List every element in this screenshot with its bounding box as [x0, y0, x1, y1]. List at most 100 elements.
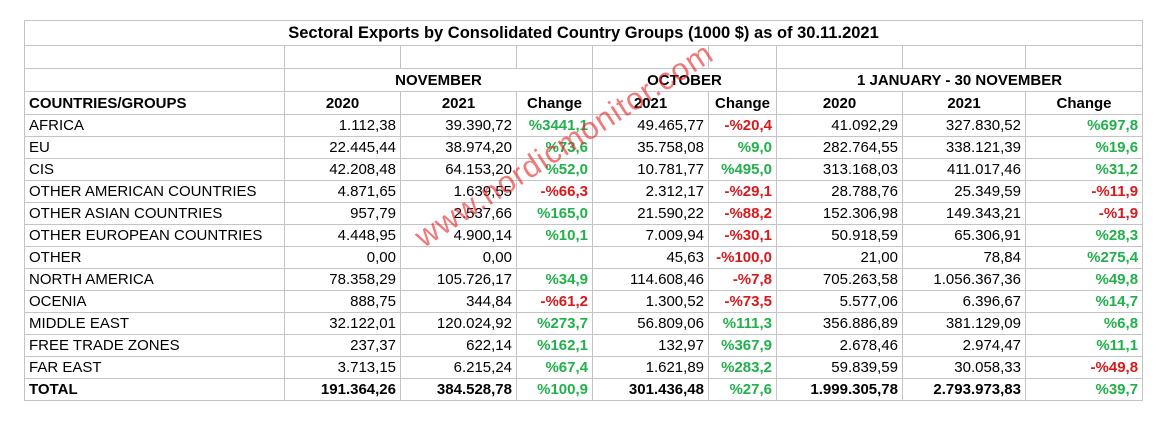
nov-2020-value: 32.122,01	[284, 312, 401, 335]
ytd-2021-value: 78,84	[902, 246, 1026, 269]
ytd-2021-value: 149.343,21	[902, 202, 1026, 225]
nov-change-value: %10,1	[516, 224, 593, 247]
nov-2020-value: 0,00	[284, 246, 401, 269]
oct-2021-value: 7.009,94	[592, 224, 709, 247]
oct-change-value: %27,6	[708, 378, 777, 401]
empty-cell	[902, 45, 1026, 69]
oct-change-value: %9,0	[708, 136, 777, 159]
country-name: OCENIA	[24, 290, 285, 313]
ytd-2021-value: 338.121,39	[902, 136, 1026, 159]
nov-2020-value: 4.448,95	[284, 224, 401, 247]
ytd-change-value: -%49,8	[1024, 356, 1144, 379]
ytd-2020-value: 705.263,58	[776, 268, 903, 291]
table-row: OTHER ASIAN COUNTRIES 957,79 2.537,66 %165,…	[24, 202, 1144, 225]
nov-2021-value: 2.537,66	[400, 202, 517, 225]
empty-cell	[776, 45, 903, 69]
country-name: OTHER	[24, 246, 285, 269]
oct-2021-value: 1.300,52	[592, 290, 709, 313]
nov-2021-value: 384.528,78	[400, 378, 517, 401]
oct-change-value: %283,2	[708, 356, 777, 379]
ytd-2020-value: 28.788,76	[776, 180, 903, 203]
nov-change-value: -%61,2	[516, 290, 593, 313]
ytd-2020-value: 313.168,03	[776, 158, 903, 181]
oct-change-value: -%20,4	[708, 114, 777, 137]
nov-change-value: -%66,3	[516, 180, 593, 203]
header-nov-2020: 2020	[284, 91, 401, 115]
nov-change-value: %67,4	[516, 356, 593, 379]
ytd-change-value: %275,4	[1024, 246, 1144, 269]
oct-2021-value: 2.312,17	[592, 180, 709, 203]
ytd-2020-value: 50.918,59	[776, 224, 903, 247]
ytd-2021-value: 65.306,91	[902, 224, 1026, 247]
nov-2021-value: 64.153,20	[400, 158, 517, 181]
country-name: AFRICA	[24, 114, 285, 137]
country-name: TOTAL	[24, 378, 285, 401]
country-name: OTHER ASIAN COUNTRIES	[24, 202, 285, 225]
country-name: FREE TRADE ZONES	[24, 334, 285, 357]
nov-2021-value: 120.024,92	[400, 312, 517, 335]
nov-2021-value: 105.726,17	[400, 268, 517, 291]
oct-change-value: -%73,5	[708, 290, 777, 313]
nov-2020-value: 957,79	[284, 202, 401, 225]
nov-2021-value: 39.390,72	[400, 114, 517, 137]
empty-cell	[516, 45, 593, 69]
nov-2021-value: 344,84	[400, 290, 517, 313]
ytd-2021-value: 6.396,67	[902, 290, 1026, 313]
ytd-2021-value: 381.129,09	[902, 312, 1026, 335]
ytd-2020-value: 2.678,46	[776, 334, 903, 357]
total-row: TOTAL 191.364,26 384.528,78 %100,9 301.436,4…	[24, 378, 1144, 401]
oct-2021-value: 114.608,46	[592, 268, 709, 291]
ytd-2020-value: 356.886,89	[776, 312, 903, 335]
oct-change-value: %495,0	[708, 158, 777, 181]
table-row: OTHER EUROPEAN COUNTRIES 4.448,95 4.900,14…	[24, 224, 1144, 247]
nov-2021-value: 0,00	[400, 246, 517, 269]
nov-change-value: %100,9	[516, 378, 593, 401]
ytd-2020-value: 59.839,59	[776, 356, 903, 379]
ytd-change-value: -%11,9	[1024, 180, 1144, 203]
nov-2021-value: 4.900,14	[400, 224, 517, 247]
nov-2020-value: 4.871,65	[284, 180, 401, 203]
nov-change-value	[516, 246, 593, 269]
table-row: OCENIA 888,75 344,84 -%61,2 1.300,52 -%73,5 5.…	[24, 290, 1144, 313]
header-nov-2021: 2021	[400, 91, 517, 115]
empty-cell	[708, 45, 777, 69]
nov-2020-value: 78.358,29	[284, 268, 401, 291]
empty-cell	[592, 45, 709, 69]
ytd-change-value: %28,3	[1024, 224, 1144, 247]
header-oct-2021: 2021	[592, 91, 709, 115]
header-ytd-change: Change	[1024, 91, 1144, 115]
oct-2021-value: 45,63	[592, 246, 709, 269]
period-ytd: 1 JANUARY - 30 NOVEMBER	[775, 68, 1144, 92]
ytd-change-value: %19,6	[1024, 136, 1144, 159]
country-name: MIDDLE EAST	[24, 312, 285, 335]
ytd-2021-value: 30.058,33	[902, 356, 1026, 379]
ytd-2021-value: 411.017,46	[902, 158, 1026, 181]
oct-change-value: -%100,0	[708, 246, 777, 269]
country-name: OTHER AMERICAN COUNTRIES	[24, 180, 285, 203]
exports-table: Sectoral Exports by Consolidated Country…	[23, 20, 1144, 401]
ytd-change-value: %11,1	[1024, 334, 1144, 357]
empty-cell	[24, 45, 285, 69]
table-row: NORTH AMERICA 78.358,29 105.726,17 %34,9 114…	[24, 268, 1144, 291]
country-name: NORTH AMERICA	[24, 268, 285, 291]
empty-cell	[1024, 45, 1144, 69]
oct-change-value: %367,9	[708, 334, 777, 357]
header-ytd-2020: 2020	[776, 91, 903, 115]
table-row: AFRICA 1.112,38 39.390,72 %3441,1 49.465,77-…	[24, 114, 1144, 137]
ytd-2020-value: 5.577,06	[776, 290, 903, 313]
oct-change-value: -%30,1	[708, 224, 777, 247]
oct-2021-value: 21.590,22	[592, 202, 709, 225]
nov-2021-value: 38.974,20	[400, 136, 517, 159]
empty-cell	[400, 45, 517, 69]
nov-2020-value: 237,37	[284, 334, 401, 357]
ytd-2020-value: 1.999.305,78	[776, 378, 903, 401]
header-oct-change: Change	[708, 91, 777, 115]
table-row: FREE TRADE ZONES 237,37 622,14 %162,1 132,97…	[24, 334, 1144, 357]
period-november: NOVEMBER	[284, 68, 593, 92]
oct-2021-value: 301.436,48	[592, 378, 709, 401]
header-nov-change: Change	[516, 91, 593, 115]
country-name: EU	[24, 136, 285, 159]
nov-change-value: %52,0	[516, 158, 593, 181]
oct-2021-value: 132,97	[592, 334, 709, 357]
table-row: OTHER 0,00 0,00 45,63 -%100,0 21,00 78,84 %275,…	[24, 246, 1144, 269]
